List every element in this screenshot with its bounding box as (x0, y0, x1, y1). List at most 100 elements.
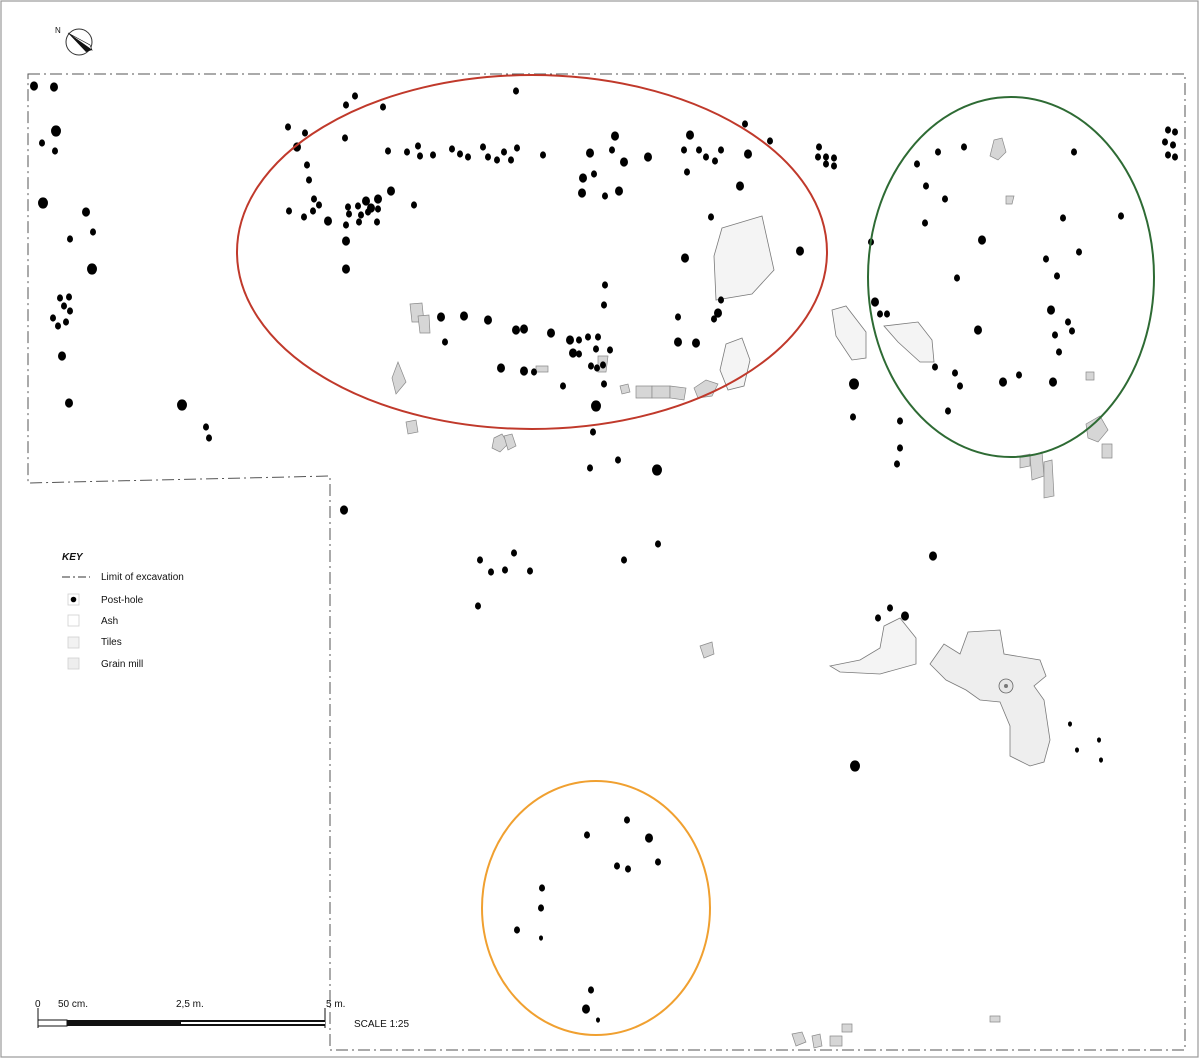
post-hole (177, 399, 187, 411)
tile (635, 385, 653, 399)
post-hole (488, 568, 494, 576)
post-hole (520, 324, 528, 334)
post-hole (311, 195, 317, 203)
post-hole (203, 423, 209, 431)
post-hole (914, 160, 920, 168)
post-hole (932, 363, 938, 371)
ash-area (831, 305, 867, 361)
post-hole (620, 157, 628, 167)
tile (391, 361, 407, 395)
post-hole (285, 123, 291, 131)
post-hole (850, 760, 860, 772)
post-hole (594, 364, 600, 372)
post-hole (588, 362, 594, 370)
cluster-ellipse-orange (481, 780, 711, 1036)
post-hole (310, 207, 316, 215)
post-hole (607, 346, 613, 354)
tile (1085, 371, 1095, 381)
post-hole (576, 336, 582, 344)
post-hole (615, 186, 623, 196)
post-hole (539, 935, 543, 941)
cluster-ellipse-red (236, 74, 828, 430)
post-hole (1165, 151, 1171, 159)
post-hole (593, 345, 599, 353)
post-hole (1162, 138, 1168, 146)
tile (829, 1035, 843, 1047)
ash-area (883, 321, 935, 363)
post-hole (484, 315, 492, 325)
post-hole (206, 434, 212, 442)
post-hole (961, 143, 967, 151)
post-hole (1099, 757, 1103, 763)
post-hole (343, 221, 349, 229)
post-hole (82, 207, 90, 217)
post-hole (340, 505, 348, 515)
post-hole (1118, 212, 1124, 220)
post-hole (945, 407, 951, 415)
post-hole (345, 203, 351, 211)
post-hole (584, 831, 590, 839)
post-hole (527, 567, 533, 575)
post-hole (1047, 305, 1055, 315)
post-hole (342, 134, 348, 142)
post-hole (684, 168, 690, 176)
post-hole (645, 833, 653, 843)
post-hole (585, 333, 591, 341)
post-hole (675, 313, 681, 321)
post-hole (1043, 255, 1049, 263)
post-hole (816, 143, 822, 151)
post-hole (411, 201, 417, 209)
post-hole (579, 173, 587, 183)
tile (535, 365, 549, 373)
post-hole (736, 181, 744, 191)
post-hole (67, 235, 73, 243)
tile (619, 383, 631, 395)
post-hole (39, 139, 45, 147)
post-hole (457, 150, 463, 158)
post-hole (30, 81, 38, 91)
post-hole (304, 161, 310, 169)
post-hole (652, 464, 662, 476)
post-hole (442, 338, 448, 346)
tile (1029, 451, 1045, 481)
cluster-ellipse-green (867, 96, 1155, 458)
post-hole (55, 322, 61, 330)
post-hole (887, 604, 893, 612)
grain-mill-area (929, 629, 1051, 767)
post-hole (475, 602, 481, 610)
post-hole (38, 197, 48, 209)
post-hole (708, 213, 714, 221)
post-hole (644, 152, 652, 162)
post-hole (50, 314, 56, 322)
map-key: KEY Limit of excavation Post-hole Ash Ti… (62, 552, 184, 670)
tile (699, 641, 715, 659)
post-hole (437, 312, 445, 322)
post-hole (66, 293, 72, 301)
post-hole (696, 146, 702, 154)
post-hole (1056, 348, 1062, 356)
post-hole (547, 328, 555, 338)
scale-text: SCALE 1:25 (354, 1019, 409, 1030)
post-hole (1097, 737, 1101, 743)
post-hole (850, 413, 856, 421)
post-hole (343, 101, 349, 109)
post-hole (520, 366, 528, 376)
post-hole (718, 146, 724, 154)
post-hole (742, 120, 748, 128)
post-hole (692, 338, 700, 348)
post-hole (449, 145, 455, 153)
post-hole (569, 348, 577, 358)
post-hole (831, 154, 837, 162)
post-hole (512, 325, 520, 335)
post-hole (514, 926, 520, 934)
post-hole (501, 148, 507, 156)
tile (841, 1023, 853, 1033)
post-hole (485, 153, 491, 161)
post-hole (681, 146, 687, 154)
post-hole (590, 428, 596, 436)
scale-tick-5m: 5 m. (326, 999, 345, 1010)
post-hole (588, 986, 594, 994)
key-symbol-tiles (67, 636, 80, 649)
post-hole (1052, 331, 1058, 339)
ash-area (713, 215, 775, 301)
